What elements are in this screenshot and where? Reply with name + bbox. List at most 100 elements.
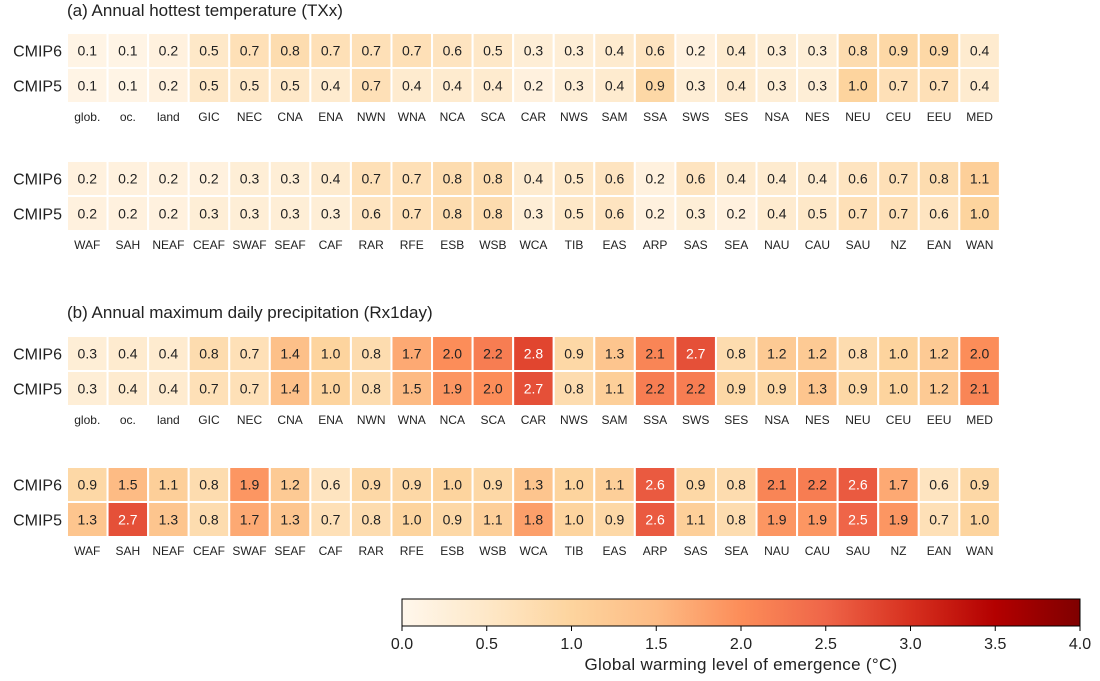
cell-value-label: 0.3 (78, 381, 98, 397)
cell-value-label: 1.9 (889, 512, 909, 528)
cell-value-label: 0.6 (443, 43, 463, 59)
cell-value-label: 1.9 (240, 477, 260, 493)
column-label: WAN (966, 238, 994, 252)
cell-value-label: 0.9 (767, 381, 787, 397)
heatmap-cell (187, 160, 231, 197)
cell-value-label: 1.8 (524, 512, 544, 528)
cell-value-label: 0.8 (564, 381, 584, 397)
cell-value-label: 2.7 (686, 346, 706, 362)
heatmap-cell (958, 370, 1001, 407)
heatmap-cell (917, 67, 961, 104)
column-label: MED (966, 110, 993, 124)
cell-value-label: 1.0 (970, 512, 990, 528)
column-label: WNA (398, 110, 426, 124)
heatmap-cell (674, 32, 717, 69)
cell-value-label: 0.2 (118, 206, 138, 222)
column-label: MED (966, 413, 993, 427)
heatmap-cell (228, 67, 271, 104)
cell-value-label: 0.4 (321, 171, 341, 187)
column-label: NEU (845, 110, 870, 124)
cell-value-label: 0.4 (970, 43, 990, 59)
heatmap-cell (674, 335, 717, 372)
row-label: CMIP6 (13, 347, 62, 364)
column-label: CAU (805, 544, 830, 558)
cell-value-label: 0.8 (929, 171, 949, 187)
cell-value-label: 0.6 (686, 171, 706, 187)
heatmap-cell (349, 195, 393, 232)
cell-value-label: 0.2 (118, 171, 138, 187)
heatmap-cell (633, 370, 677, 407)
heatmap-cell (309, 466, 352, 503)
column-label: NEAF (152, 544, 184, 558)
cell-value-label: 1.0 (889, 346, 909, 362)
row-label: CMIP6 (13, 478, 62, 495)
row-label: CMIP5 (13, 207, 62, 224)
column-label: SAS (684, 544, 708, 558)
column-label: NZ (890, 238, 906, 252)
cell-value-label: 2.1 (970, 381, 990, 397)
heatmap-cell (390, 195, 434, 232)
heatmap-cell (187, 67, 231, 104)
cell-value-label: 0.3 (767, 43, 787, 59)
cell-value-label: 2.2 (645, 381, 665, 397)
cell-value-label: 1.3 (808, 381, 828, 397)
cell-value-label: 0.9 (402, 477, 422, 493)
cell-value-label: 2.7 (524, 381, 544, 397)
cell-value-label: 1.9 (767, 512, 787, 528)
heatmap-cell (917, 370, 961, 407)
heatmap-cell (471, 370, 515, 407)
cell-value-label: 0.9 (361, 477, 381, 493)
column-label: CAR (521, 413, 547, 427)
column-label: glob. (74, 413, 100, 427)
cell-value-label: 1.7 (240, 512, 260, 528)
heatmap-cell (958, 501, 1001, 538)
heatmap-cell (836, 195, 880, 232)
cell-value-label: 2.2 (808, 477, 828, 493)
column-label: WAF (74, 238, 100, 252)
column-label: SES (724, 413, 748, 427)
cell-value-label: 1.0 (402, 512, 422, 528)
cell-value-label: 0.3 (808, 78, 828, 94)
cell-value-label: 0.3 (240, 206, 260, 222)
cell-value-label: 0.6 (605, 206, 625, 222)
cell-value-label: 0.4 (118, 346, 138, 362)
cell-value-label: 2.6 (645, 512, 665, 528)
heatmap-cell (958, 466, 1001, 503)
column-label: EAS (603, 544, 627, 558)
cell-value-label: 0.2 (78, 206, 98, 222)
heatmap-cell (66, 370, 109, 407)
cell-value-label: 0.4 (970, 78, 990, 94)
heatmap-cell (431, 466, 474, 503)
cell-value-label: 0.7 (402, 171, 422, 187)
heatmap-cell (471, 466, 515, 503)
column-label: glob. (74, 110, 100, 124)
heatmap-cell (958, 32, 1001, 69)
heatmap-cell (106, 501, 150, 538)
cell-value-label: 1.0 (970, 206, 990, 222)
heatmap-cell (309, 335, 352, 372)
column-label: SEA (724, 544, 748, 558)
heatmap-cell (512, 195, 555, 232)
colorbar-label: Global warming level of emergence (°C) (585, 655, 898, 674)
colorbar-ticks: 0.0 0.5 1.0 1.5 2.0 2.5 3.0 3.5 4.0 (391, 626, 1091, 653)
cell-value-label: 1.7 (402, 346, 422, 362)
cell-value-label: 0.3 (564, 43, 584, 59)
cell-value-label: 1.2 (280, 477, 300, 493)
cell-value-label: 0.4 (808, 171, 828, 187)
cell-value-label: 0.6 (321, 477, 341, 493)
cell-value-label: 0.5 (240, 78, 260, 94)
cell-value-label: 0.7 (929, 78, 949, 94)
cell-value-label: 0.7 (361, 171, 381, 187)
column-label: RFE (400, 238, 424, 252)
colorbar-tick-label: 0.0 (391, 636, 413, 653)
column-label: CAF (319, 544, 343, 558)
heatmap-cell (552, 67, 596, 104)
column-label: EAN (927, 544, 952, 558)
column-label: CNA (277, 413, 302, 427)
cell-value-label: 0.7 (889, 206, 909, 222)
column-label: SCA (481, 110, 506, 124)
cell-value-label: 1.3 (78, 512, 98, 528)
cell-value-label: 0.4 (321, 78, 341, 94)
cell-value-label: 0.8 (848, 43, 868, 59)
heatmap-cell (674, 370, 717, 407)
